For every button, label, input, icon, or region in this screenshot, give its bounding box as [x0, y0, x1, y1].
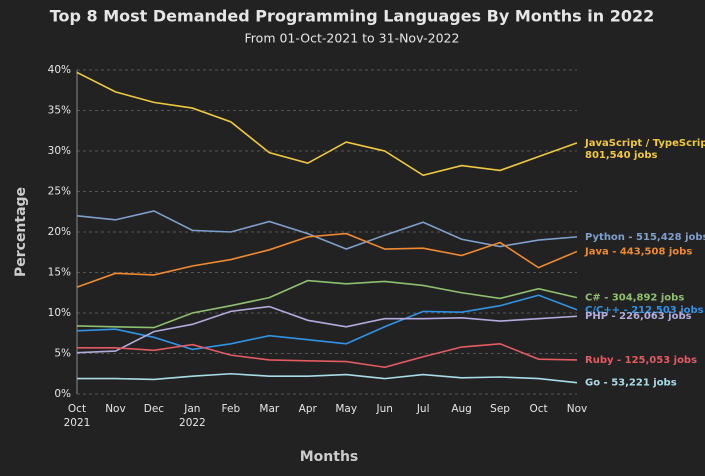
- series-label: Go - 53,221 jobs: [585, 378, 677, 389]
- x-tick-label: Oct 2021: [64, 403, 91, 429]
- series-label: Ruby - 125,053 jobs: [585, 355, 697, 366]
- x-tick-label: Dec: [144, 403, 165, 415]
- y-tick-label: 5%: [54, 348, 71, 360]
- y-tick-label: 20%: [48, 226, 71, 238]
- series-line: [76, 279, 578, 329]
- x-tick-label: Sep: [490, 403, 510, 415]
- x-tick-label: Feb: [222, 403, 241, 415]
- y-tick-label: 10%: [48, 307, 71, 319]
- x-tick-label: May: [335, 403, 357, 415]
- series-line: [77, 372, 578, 384]
- series-label: JavaScript / TypeScript: [584, 138, 705, 149]
- x-tick-label: Oct: [529, 403, 547, 415]
- series-line: [76, 71, 578, 177]
- x-tick-label: Jul: [416, 403, 430, 415]
- y-tick-label: 35%: [48, 105, 71, 117]
- series-label: PHP - 226,063 jobs: [585, 311, 692, 322]
- series-line: [76, 305, 578, 354]
- y-tick-label: 15%: [48, 267, 71, 279]
- y-tick-label: 40%: [48, 64, 71, 76]
- y-tick-label: 25%: [48, 186, 71, 198]
- series-jobs-label: 801,540 jobs: [585, 150, 657, 161]
- series-line: [76, 294, 578, 351]
- chart-title: Top 8 Most Demanded Programming Language…: [50, 7, 655, 26]
- x-tick-label: Apr: [299, 403, 318, 415]
- x-axis-title: Months: [300, 449, 359, 465]
- series-line: [77, 342, 578, 369]
- y-tick-label: 0%: [54, 388, 71, 400]
- series-label: Python - 515,428 jobs: [585, 232, 705, 243]
- series-label: Java - 443,508 jobs: [584, 246, 692, 257]
- chart-subtitle: From 01-Oct-2021 to 31-Nov-2022: [245, 31, 460, 46]
- x-tick-label: Jan 2022: [179, 403, 206, 429]
- x-tick-label: Mar: [259, 403, 279, 415]
- x-tick-label: Nov: [567, 403, 588, 415]
- x-tick-label: Aug: [451, 403, 472, 415]
- series-label: C# - 304,892 jobs: [585, 293, 684, 304]
- series-label: C/C++ - 212,503 jobs: [585, 305, 704, 316]
- x-tick-label: Jun: [375, 403, 392, 415]
- x-tick-label: Nov: [105, 403, 126, 415]
- y-axis-title: Percentage: [13, 187, 29, 277]
- series-line: [76, 232, 578, 288]
- y-tick-label: 30%: [48, 145, 71, 157]
